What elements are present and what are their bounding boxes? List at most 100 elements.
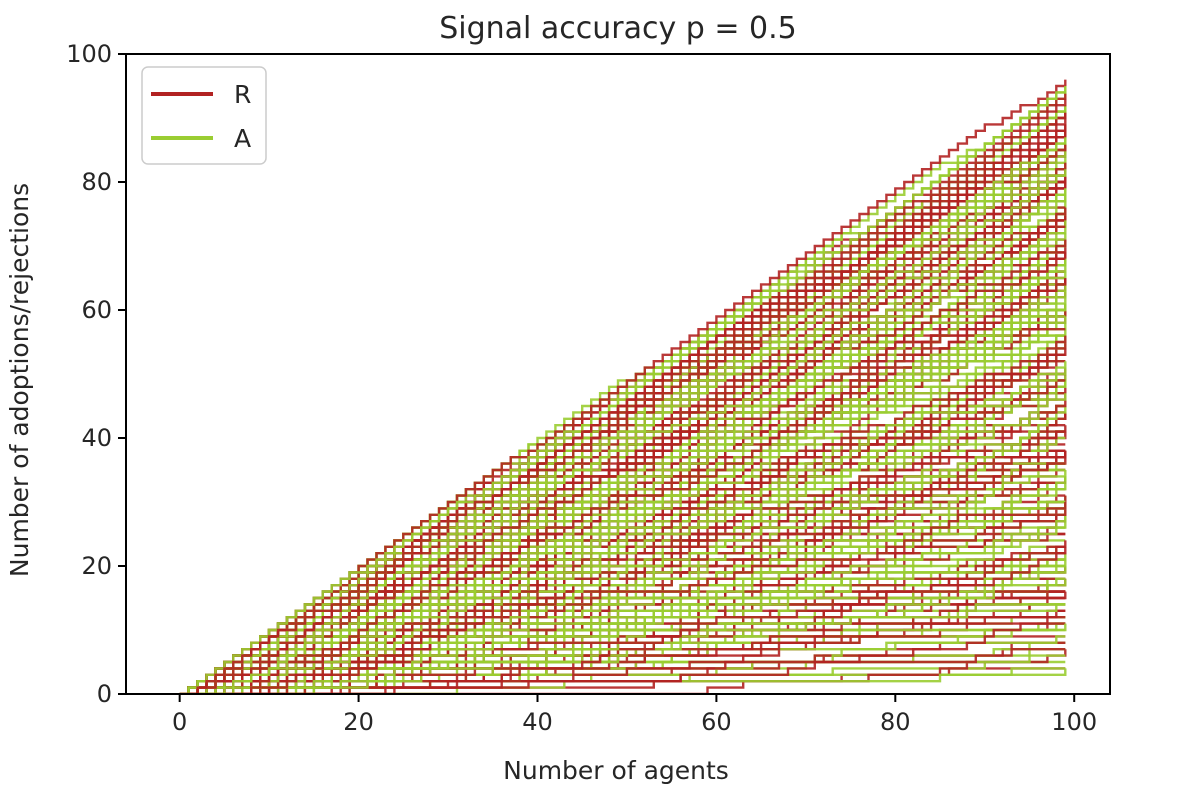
series-line-A [179,290,1067,694]
series-line-R [179,494,1066,694]
series-line-R [179,162,1067,694]
series-line-R [179,150,1067,694]
series-line-R [179,124,1067,694]
series-line-A [179,417,1066,694]
y-axis-label: Number of adoptions/rejections [5,183,34,577]
series-line-A [179,148,1066,694]
series-line-R [179,111,1067,694]
x-tick-label: 100 [1051,708,1097,736]
series-line-R [179,200,1066,694]
chart-title: Signal accuracy p = 0.5 [439,11,797,46]
series-line-A [179,162,1067,694]
series-line-R [179,616,1066,694]
series-line-A [179,417,1066,694]
series-line-A [179,468,1066,694]
x-tick-label: 80 [880,708,911,736]
series-line-R [179,545,1066,694]
series-line-R [179,98,1067,694]
series-line-A [179,380,1067,694]
series-line-R [179,276,1066,694]
series-line-R [179,635,1066,694]
series-line-R [179,212,1066,694]
series-line-R [179,328,1066,694]
x-axis: 0 20 40 60 80 100 [172,694,1097,736]
series-line-A [179,406,1067,694]
y-tick-label: 60 [81,296,112,324]
series-layer [179,79,1067,694]
y-axis: 0 20 40 60 80 100 [66,40,126,708]
series-line-A [179,470,1067,694]
series-line-A [179,150,1067,694]
series-line-A [179,367,1067,694]
series-line-R [179,379,1066,694]
legend-r-label: R [234,80,251,109]
series-line-R [179,251,1066,694]
series-line-A [179,468,1066,694]
x-tick-label: 40 [522,708,553,736]
series-line-A [179,558,1066,694]
series-line-R [179,238,1066,694]
series-line-A [179,329,1067,694]
series-line-R [179,252,1067,694]
series-line-A [179,508,1067,694]
series-line-R [179,404,1066,694]
series-line-A [179,635,1066,694]
legend-a-label: A [234,124,251,153]
series-line-R [179,278,1067,694]
plot-frame [125,53,1111,695]
series-line-A [179,507,1066,694]
series-line-R [179,342,1067,694]
series-line-R [179,457,1067,694]
series-line-A [179,212,1066,694]
series-line-R [179,495,1067,694]
x-tick-label: 60 [701,708,732,736]
series-line-R [179,404,1066,694]
series-line-R [179,290,1067,694]
series-line-A [179,495,1067,694]
series-line-A [179,239,1067,694]
series-line-A [179,86,1067,694]
series-line-A [179,622,1066,694]
series-line-A [179,111,1067,694]
y-tick-label: 0 [97,680,112,708]
series-line-R [179,508,1067,694]
series-line-R [179,532,1066,694]
series-line-A [179,417,1066,694]
series-line-R [179,532,1066,694]
series-line-R [179,622,1066,694]
series-line-A [179,380,1067,694]
series-line-R [179,456,1066,694]
series-line-A [179,214,1067,694]
series-line-R [179,584,1066,694]
series-line-R [179,162,1067,694]
series-line-R [179,468,1066,694]
y-tick-label: 100 [66,40,112,68]
series-line-A [179,660,1066,694]
series-line-A [179,545,1066,694]
series-line-A [179,251,1066,694]
series-line-A [179,239,1067,694]
series-line-R [179,379,1066,694]
y-tick-label: 20 [81,552,112,580]
series-line-R [179,622,1066,694]
series-line-A [179,507,1066,694]
series-line-R [179,456,1066,694]
series-line-R [179,124,1067,694]
y-tick-label: 80 [81,168,112,196]
series-line-R [179,278,1067,694]
series-line-A [179,545,1066,694]
series-line-A [179,623,1067,694]
y-tick-label: 40 [81,424,112,452]
x-axis-label: Number of agents [503,756,729,785]
series-line-R [179,596,1066,694]
series-line-A [179,201,1067,694]
series-line-R [179,596,1066,694]
series-line-A [179,379,1066,694]
series-line-R [179,278,1067,694]
x-tick-label: 0 [172,708,187,736]
series-line-R [179,214,1067,694]
x-tick-label: 20 [343,708,374,736]
series-line-A [179,622,1066,694]
series-line-A [179,404,1066,694]
